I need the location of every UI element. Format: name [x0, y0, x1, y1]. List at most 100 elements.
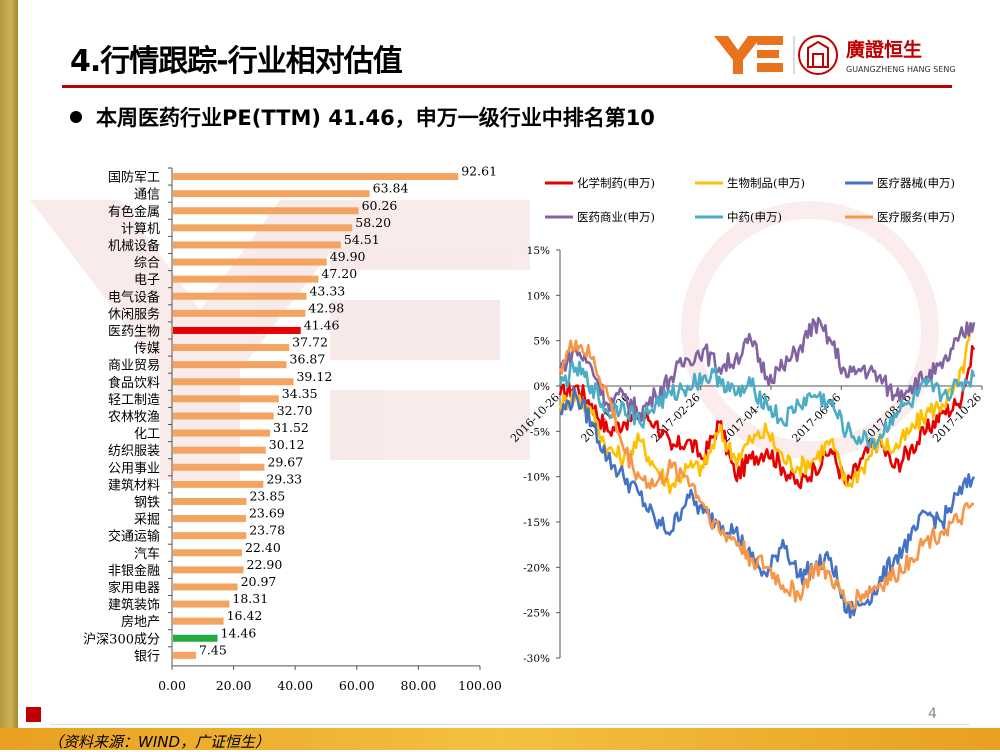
bar-x-tick-label: 100.00: [458, 678, 502, 693]
bar: [173, 583, 238, 591]
line-y-tick-label: 10%: [527, 290, 550, 302]
bar-value-label: 43.33: [309, 283, 345, 298]
legend-label: 医疗服务(申万): [877, 210, 955, 224]
bar-value-label: 37.72: [292, 335, 328, 350]
bar-category-label: 家用电器: [108, 580, 160, 596]
left-decorative-bar: [0, 0, 18, 750]
bar-x-tick-label: 80.00: [401, 678, 437, 693]
bar: [173, 378, 294, 386]
bar-value-label: 39.12: [296, 369, 332, 384]
bar: [173, 309, 306, 317]
bar-x-tick-label: 40.00: [277, 678, 313, 693]
line-y-tick-label: -5%: [530, 426, 550, 438]
bar: [173, 207, 359, 215]
bar-category-label: 沪深300成分: [83, 631, 160, 647]
page-number: 4: [928, 706, 937, 722]
bar-value-label: 63.84: [373, 181, 409, 196]
bar: [173, 549, 242, 557]
bar-value-label: 49.90: [330, 249, 366, 264]
bar: [173, 173, 459, 181]
series-line: [558, 339, 974, 611]
bar-value-label: 41.46: [304, 317, 340, 332]
bar: [173, 480, 264, 488]
bar: [173, 566, 244, 574]
bar: [173, 429, 271, 437]
bar-category-label: 医药生物: [108, 324, 160, 339]
bar-category-label: 通信: [134, 188, 160, 203]
pe-bar-chart: 国防军工 92.61 通信 63.84 有色金属 60.26 计算机 58.20 机械设备 54.…: [83, 165, 502, 693]
series-line: [558, 360, 976, 450]
bar: [173, 241, 341, 249]
bar-category-label: 银行: [134, 649, 160, 664]
bar-category-label: 食品饮料: [108, 375, 160, 391]
bar-category-label: 纺织服装: [108, 444, 160, 459]
bar: [173, 190, 370, 198]
bar-category-label: 休闲服务: [108, 306, 160, 322]
title-underline: [62, 85, 952, 88]
bar-category-label: 计算机: [121, 222, 160, 237]
bar-value-label: 31.52: [273, 420, 309, 435]
line-y-tick-label: -15%: [523, 517, 550, 529]
footer-divider: [50, 724, 970, 725]
footer-bar: [0, 728, 1000, 750]
bar-category-label: 有色金属: [108, 204, 160, 220]
bar-value-label: 23.78: [249, 523, 285, 538]
bar-category-label: 化工: [134, 427, 160, 442]
legend-label: 化学制药(申万): [577, 176, 655, 190]
logo-en-text: GUANGZHENG HANG SENG: [846, 65, 956, 74]
bar: [173, 651, 196, 659]
bar-category-label: 商业贸易: [108, 359, 160, 374]
bar: [173, 224, 353, 232]
bar: [173, 497, 247, 505]
line-y-tick-label: 15%: [527, 245, 550, 257]
bar-value-label: 18.31: [232, 591, 268, 606]
bar: [173, 344, 290, 352]
bar-category-label: 房地产: [121, 614, 160, 630]
bar-x-tick-label: 0.00: [158, 678, 186, 693]
bar: [173, 412, 274, 420]
bar-value-label: 29.33: [266, 471, 302, 486]
bar-value-label: 30.12: [269, 437, 305, 452]
red-square-marker: [26, 707, 41, 722]
series-line: [559, 386, 976, 619]
bar-value-label: 22.90: [247, 557, 283, 572]
bar-value-label: 54.51: [344, 232, 380, 247]
bar-value-label: 92.61: [461, 165, 497, 179]
ye-logo-icon: [714, 36, 783, 74]
bar-value-label: 23.85: [249, 488, 285, 503]
bar-category-label: 农林牧渔: [108, 410, 160, 425]
bar-category-label: 电子: [134, 273, 160, 288]
bar-category-label: 综合: [134, 256, 160, 271]
pe-line-chart: 化学制药(申万) 生物制品(申万) 医疗器械(申万) 医药商业(申万) 中药(申万) 医疗…: [508, 176, 984, 665]
bullet-icon: [70, 111, 82, 123]
bar: [173, 275, 319, 283]
bar-value-label: 32.70: [277, 403, 313, 418]
line-y-tick-label: -10%: [523, 472, 550, 484]
watermark-logo: [30, 200, 939, 480]
bar-value-label: 47.20: [321, 266, 357, 281]
bar-category-label: 传媒: [134, 342, 160, 357]
bar-category-label: 电气设备: [108, 289, 160, 305]
bar: [173, 515, 246, 523]
line-y-tick-label: -25%: [523, 608, 550, 620]
bar-value-label: 42.98: [308, 300, 344, 315]
bar-category-label: 机械设备: [108, 238, 160, 254]
bar-x-tick-label: 60.00: [339, 678, 375, 693]
bar-category-label: 交通运输: [108, 529, 160, 545]
bar-value-label: 22.40: [245, 540, 281, 555]
bar: [173, 326, 301, 334]
bar-value-label: 23.69: [249, 506, 285, 521]
page-title: 4.行情跟踪-行业相对估值: [70, 44, 403, 79]
bar: [173, 395, 279, 403]
bar: [173, 463, 265, 471]
bar-value-label: 60.26: [362, 198, 398, 213]
bar-category-label: 轻工制造: [108, 393, 160, 408]
bar-value-label: 20.97: [241, 574, 277, 589]
legend-label: 医药商业(申万): [577, 210, 655, 224]
bar: [173, 617, 224, 625]
bar: [173, 532, 247, 540]
line-y-tick-label: 5%: [533, 336, 550, 348]
bar: [173, 634, 218, 642]
bar-value-label: 58.20: [355, 215, 391, 230]
subtitle: 本周医药行业PE(TTM) 41.46，申万一级行业中排名第10: [96, 106, 655, 130]
